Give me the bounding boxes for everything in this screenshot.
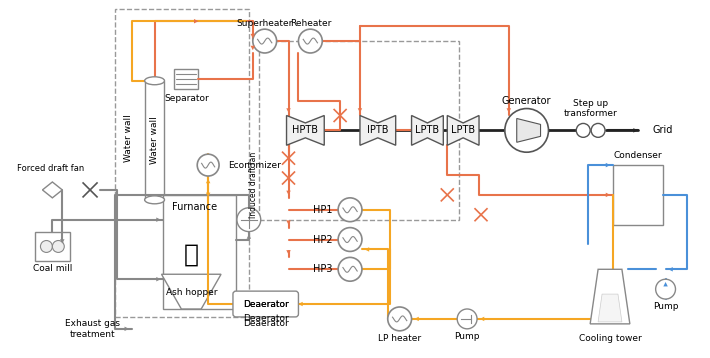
Text: Economizer: Economizer [228,161,281,170]
Text: Pump: Pump [454,332,480,341]
Text: HP2: HP2 [312,234,332,245]
Text: Furnance: Furnance [173,202,217,212]
Circle shape [655,279,675,299]
Bar [163,195,236,309]
Text: HP1: HP1 [312,205,332,215]
Text: Cooling tower: Cooling tower [579,334,641,343]
Polygon shape [447,116,479,145]
Ellipse shape [145,196,165,204]
Text: IPTB: IPTB [367,125,388,135]
Circle shape [53,241,65,252]
Text: Forced draft fan: Forced draft fan [17,164,84,173]
FancyBboxPatch shape [233,291,298,317]
Text: Ash hopper: Ash hopper [165,287,217,297]
Text: LPTB: LPTB [415,125,439,135]
Polygon shape [360,116,395,145]
Text: Superheater: Superheater [236,19,293,28]
Circle shape [338,198,362,222]
Circle shape [197,154,219,176]
Text: Coal mill: Coal mill [33,264,72,273]
Text: Separator: Separator [164,94,209,103]
Bar [115,9,248,317]
Bar [145,81,165,200]
Polygon shape [287,116,324,145]
Text: Generator: Generator [502,96,552,106]
Circle shape [388,307,412,331]
Polygon shape [517,118,540,142]
Polygon shape [43,182,62,198]
Text: Pump: Pump [652,303,678,311]
Text: Exhaust gas
treatment: Exhaust gas treatment [65,319,119,339]
Text: Induced draft fan: Induced draft fan [249,152,258,218]
Text: 🔥: 🔥 [184,242,199,266]
Text: Water wall: Water wall [124,115,133,162]
Circle shape [253,29,277,53]
Bar [175,69,198,89]
Polygon shape [598,294,622,322]
Text: HP3: HP3 [312,264,332,274]
Circle shape [338,257,362,281]
Circle shape [40,241,53,252]
Bar [613,165,662,224]
Circle shape [457,309,477,329]
Text: Condenser: Condenser [613,151,662,160]
Text: Grid: Grid [652,125,673,135]
Circle shape [591,124,605,137]
Text: LP heater: LP heater [378,334,421,343]
Polygon shape [590,269,630,324]
Text: Water wall: Water wall [150,116,159,164]
Bar [35,232,70,261]
Text: Deaerator: Deaerator [243,314,288,323]
Bar [236,295,295,313]
Text: Deaerator: Deaerator [243,300,288,309]
Text: LPTB: LPTB [451,125,475,135]
Circle shape [577,124,590,137]
Text: Step up
transformer: Step up transformer [563,99,617,118]
Polygon shape [161,274,221,309]
Circle shape [505,108,549,152]
Bar [258,41,459,220]
Text: Reheater: Reheater [290,19,331,28]
Polygon shape [412,116,443,145]
Circle shape [237,208,261,232]
Text: Deaerator: Deaerator [243,300,288,309]
Circle shape [338,228,362,251]
Text: Deaerator: Deaerator [243,319,288,328]
Circle shape [298,29,322,53]
Ellipse shape [145,77,165,85]
Text: HPTB: HPTB [293,125,318,135]
